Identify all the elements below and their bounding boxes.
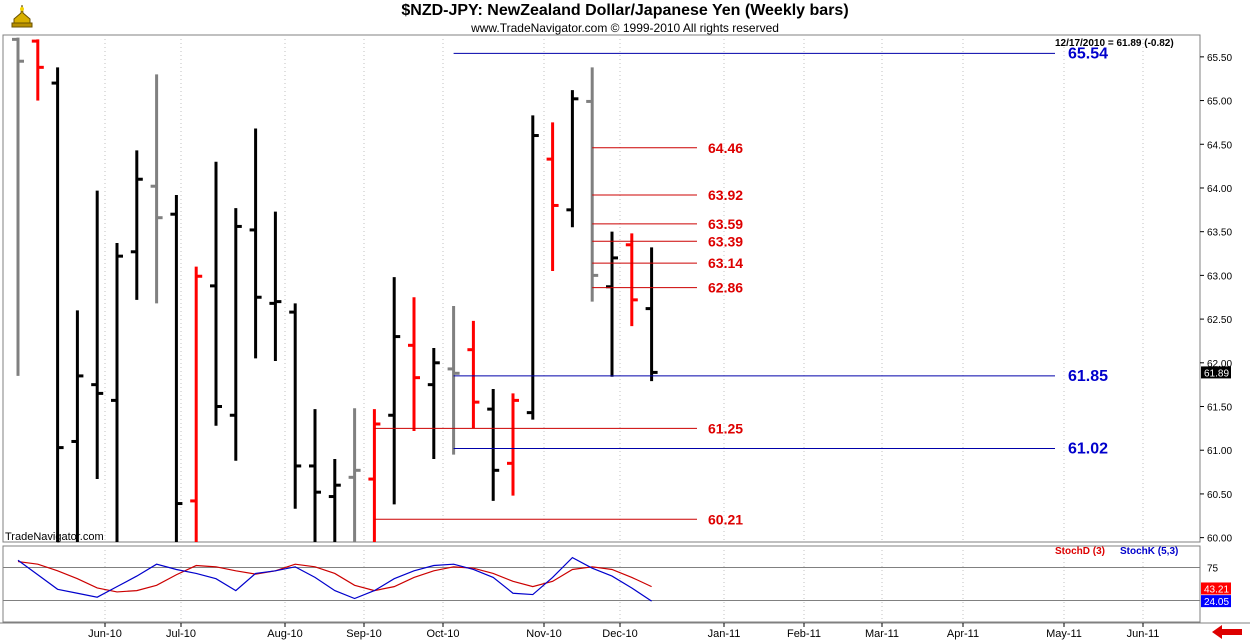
price-tick-label: 64.50 <box>1207 140 1232 151</box>
level-label: 64.46 <box>708 140 743 156</box>
price-tick-label: 61.50 <box>1207 403 1232 414</box>
price-tick-label: 63.00 <box>1207 271 1232 282</box>
date-tick-label: Mar-11 <box>865 628 899 640</box>
price-panel-frame <box>2 34 1201 543</box>
price-axis: 65.50 65.00 64.50 64.00 63.50 63.00 62.50 62.00… <box>1055 38 1232 545</box>
level-label: 65.54 <box>1068 45 1108 62</box>
chart-title: $NZD-JPY: NewZealand Dollar/Japanese Yen… <box>401 2 849 19</box>
date-tick-label: Nov-10 <box>526 628 561 640</box>
scroll-left-arrow-icon[interactable] <box>1212 625 1242 639</box>
stoch-series-line <box>17 560 652 593</box>
date-tick-label: Jan-11 <box>708 628 741 640</box>
date-tick-label: Jun-11 <box>1127 628 1160 640</box>
level-label: 63.59 <box>708 216 743 232</box>
stochastic-panel: 75 43.21 24.05 StochD (3) StochK (5,3) <box>3 546 1231 608</box>
price-tick-label: 65.50 <box>1207 53 1232 64</box>
date-tick-label: Apr-11 <box>947 628 979 640</box>
level-label: 62.86 <box>708 280 743 296</box>
legend-stochD: StochD (3) <box>1055 546 1105 557</box>
date-axis: Jun-10 Jul-10 Aug-10 Sep-10 Oct-10 Nov-10 Dec-… <box>88 623 1159 640</box>
level-label: 61.25 <box>708 420 743 436</box>
price-tick-label: 62.50 <box>1207 315 1232 326</box>
grid <box>0 34 1250 624</box>
price-tick-label: 61.00 <box>1207 446 1232 457</box>
price-tick-label: 64.00 <box>1207 184 1232 195</box>
stochK-value-box <box>1201 595 1231 608</box>
level-label: 63.14 <box>708 255 743 271</box>
date-tick-label: Jul-10 <box>166 628 196 640</box>
price-tick-label: 65.00 <box>1207 97 1232 108</box>
date-tick-label: Sep-10 <box>346 628 381 640</box>
stoch-tick-label: 75 <box>1207 564 1219 575</box>
stochK-value-label: 24.05 <box>1204 597 1229 608</box>
last-price-label: 61.89 <box>1204 368 1229 379</box>
price-tick-label: 60.50 <box>1207 490 1232 501</box>
watermark-text: TradeNavigator.com <box>5 531 104 543</box>
chart-subtitle: www.TradeNavigator.com © 1999-2010 All r… <box>471 21 779 35</box>
stoch-panel-frame <box>2 545 1201 623</box>
date-tick-label: May-11 <box>1046 628 1082 640</box>
price-readout: 12/17/2010 = 61.89 (-0.82) <box>1055 38 1174 49</box>
price-tick-label: 63.50 <box>1207 228 1232 239</box>
date-tick-label: Aug-10 <box>267 628 302 640</box>
price-bars: TradeNavigator.com <box>5 37 658 543</box>
last-price-box <box>1201 366 1231 379</box>
date-tick-label: Dec-10 <box>602 628 637 640</box>
price-tick-label: 60.00 <box>1207 534 1232 545</box>
price-tick-label: 62.00 <box>1207 359 1232 370</box>
level-label: 63.92 <box>708 187 743 203</box>
stoch-series-line <box>17 556 652 602</box>
level-label: 60.21 <box>708 511 743 527</box>
stochD-value-label: 43.21 <box>1204 584 1229 595</box>
trade-navigator-logo-icon[interactable] <box>8 3 36 31</box>
stochD-value-box <box>1201 582 1231 595</box>
level-label: 61.85 <box>1068 368 1108 385</box>
date-tick-label: Feb-11 <box>787 628 821 640</box>
level-label: 63.39 <box>708 233 743 249</box>
date-tick-label: Oct-10 <box>426 628 459 640</box>
date-tick-label: Jun-10 <box>88 628 122 640</box>
legend-stochK: StochK (5,3) <box>1120 546 1178 557</box>
level-label: 61.02 <box>1068 440 1108 457</box>
